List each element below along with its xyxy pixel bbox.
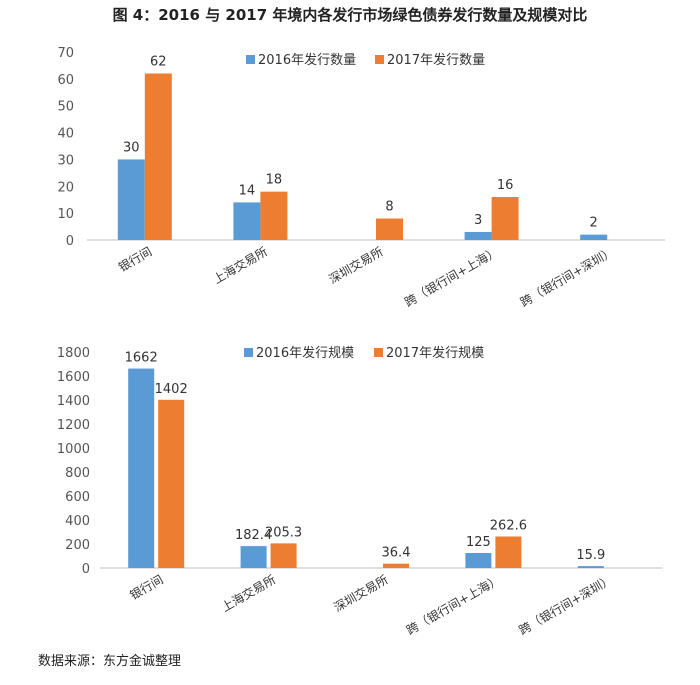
bar-2016 [580,234,608,240]
data-label: 8 [385,200,393,215]
y-tick-label: 1200 [57,418,90,433]
legend-label: 2017年发行规模 [386,345,484,361]
bar-2016 [233,202,261,240]
data-label: 15.9 [576,548,605,563]
data-label: 205.3 [265,525,302,540]
y-tick-label: 1600 [57,370,90,385]
bar-2017 [270,543,297,568]
legend-label: 2017年发行数量 [387,52,485,68]
bar-2017 [376,218,403,240]
issuance-count-chart: 0 10 20 30 40 50 60 70 30 62 银行间 14 18 上海交易所 8 深圳交易所 3 16… [57,46,665,310]
bar-2016 [577,566,604,568]
y-tick-label: 400 [65,514,90,529]
y-tick-label: 60 [57,73,74,88]
data-label: 3 [474,213,482,228]
y-tick-label: 800 [65,466,90,481]
bar-2017 [144,73,172,240]
y-tick-label: 0 [82,562,90,577]
y-tick-label: 70 [57,46,74,61]
category-label: 银行间 [128,572,166,602]
data-label: 30 [123,140,140,155]
y-tick-label: 1800 [57,346,90,361]
bar-2017 [260,191,288,240]
bar-2017 [491,197,519,240]
data-label: 1662 [125,351,158,366]
legend-swatch [246,55,255,64]
bar-2016 [240,546,267,568]
data-label: 36.4 [382,546,411,561]
data-label: 16 [497,178,514,193]
legend-swatch [374,348,383,357]
legend-swatch [244,348,253,357]
bar-2016 [128,368,155,568]
category-label: 深圳交易所 [326,244,385,287]
bar-2016 [465,553,492,568]
y-tick-label: 40 [57,127,74,142]
data-label: 262.6 [490,518,527,533]
category-label: 跨（银行间+深圳） [518,244,617,309]
y-tick-label: 30 [57,153,74,168]
data-label: 2 [590,216,598,231]
category-label: 上海交易所 [210,244,269,287]
category-label: 跨（银行间+上海） [402,244,501,310]
data-label: 182.4 [235,528,272,543]
page-title: 图 4：2016 与 2017 年境内各发行市场绿色债券发行数量及规模对比 [112,6,588,24]
bar-2017 [495,536,522,568]
bar-2017 [383,563,409,568]
data-label: 1402 [155,382,188,397]
category-label: 深圳交易所 [331,572,390,615]
legend-swatch [375,55,384,64]
bar-2016 [117,159,145,240]
category-label: 上海交易所 [219,572,278,615]
bar-2016 [464,231,492,240]
category-label: 跨（银行间+深圳） [516,572,615,637]
y-tick-label: 600 [65,490,90,505]
y-tick-label: 10 [57,207,74,222]
y-tick-label: 1000 [57,442,90,457]
data-label: 18 [266,173,283,188]
category-label: 跨（银行间+上海） [404,572,503,638]
data-label: 125 [466,535,491,550]
issuance-scale-chart: 0 200 400 600 800 1000 1200 1400 1600 1800 1662 140… [57,345,662,638]
legend-label: 2016年发行规模 [256,345,354,361]
data-label: 62 [150,54,167,69]
y-tick-label: 1400 [57,394,90,409]
y-tick-label: 200 [65,538,90,553]
y-tick-label: 50 [57,100,74,115]
y-tick-label: 20 [57,180,74,195]
source-note: 数据来源：东方金诚整理 [38,654,182,669]
bar-2017 [158,399,185,568]
legend-label: 2016年发行数量 [258,52,356,68]
y-tick-label: 0 [66,234,74,249]
category-label: 银行间 [116,244,154,274]
data-label: 14 [239,183,256,198]
